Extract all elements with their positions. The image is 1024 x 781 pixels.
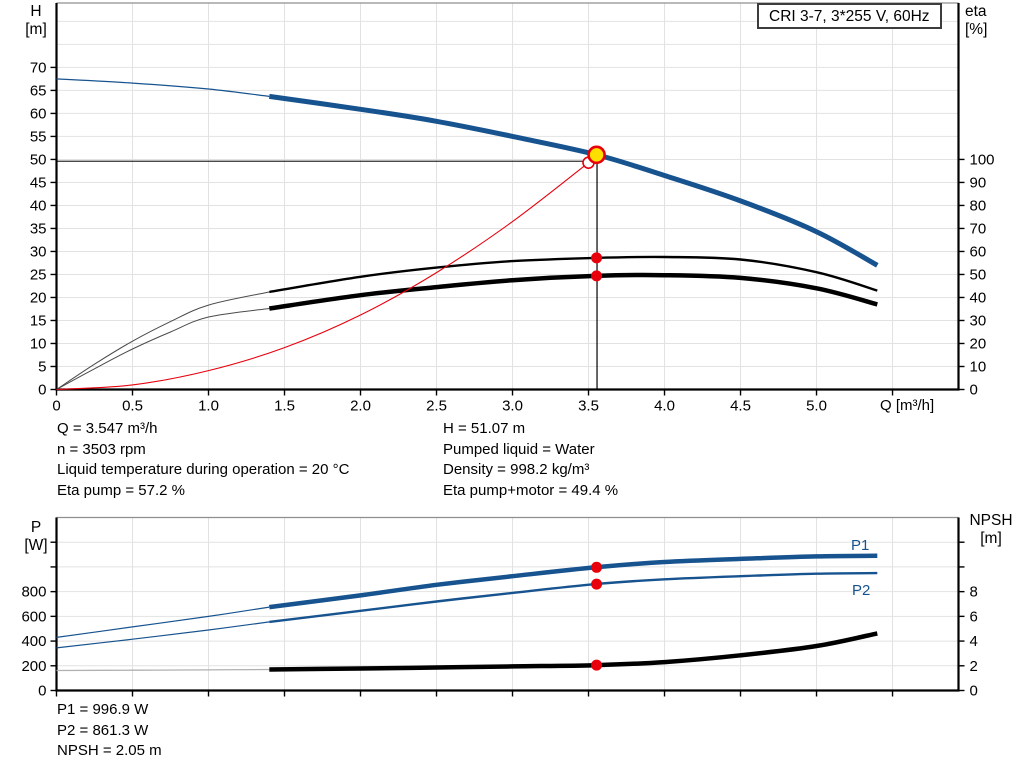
x-tick-label: 3.5: [578, 398, 599, 415]
info-line-npsh: NPSH = 2.05 m: [57, 742, 162, 760]
x-tick-label: 1.0: [198, 398, 219, 415]
p1-power-curve-lead: [56, 606, 270, 638]
right-tick-label: 30: [970, 312, 987, 329]
right-tick-label: 10: [970, 358, 987, 375]
left-tick-label: 40: [30, 197, 47, 214]
npsh-axis-title: NPSH [m]: [962, 512, 1020, 548]
duty-point[interactable]: [587, 145, 606, 165]
npsh-point: [591, 659, 603, 671]
info-line-density: Density = 998.2 kg/m³: [443, 461, 590, 479]
right-tick-label: 80: [970, 197, 987, 214]
h-axis-title-unit: [m]: [25, 21, 47, 38]
right-tick-label: 8: [970, 584, 978, 601]
left-tick-label: 35: [30, 220, 47, 237]
eta-axis-title: eta [%]: [965, 3, 987, 39]
npsh-axis-title-symbol: NPSH: [969, 512, 1013, 529]
left-tick-label: 0: [38, 683, 46, 700]
left-tick-label: 15: [30, 312, 47, 329]
left-tick-label: 70: [30, 59, 47, 76]
p-axis-title-unit: [W]: [24, 537, 48, 554]
x-tick-label: 4.5: [730, 398, 751, 415]
info-line-p1: P1 = 996.9 W: [57, 701, 149, 718]
right-tick-label: 50: [970, 266, 987, 283]
x-tick-label: 4.0: [654, 398, 675, 415]
duty-info-right: H = 51.07 m Pumped liquid = Water Densit…: [443, 419, 618, 502]
h-axis-title: H [m]: [16, 3, 56, 39]
power-info: P1 = 996.9 W P2 = 861.3 W NPSH = 2.05 m: [57, 700, 162, 762]
p1-point: [591, 561, 603, 573]
p2-point: [591, 578, 603, 590]
x-tick-label: 2.5: [426, 398, 447, 415]
info-line-eta-pump-motor: Eta pump+motor = 49.4 %: [443, 482, 619, 500]
left-tick-label: 65: [30, 82, 47, 99]
x-tick-label: 2.0: [350, 398, 371, 415]
right-tick-label: 70: [970, 220, 987, 237]
right-tick-label: 4: [970, 633, 978, 650]
duty-info-left: Q = 3.547 m³/h n = 3503 rpm Liquid tempe…: [57, 419, 349, 502]
right-tick-label: 90: [970, 174, 987, 191]
left-tick-label: 0: [38, 382, 46, 399]
eta-pump-motor-point: [591, 270, 603, 282]
eta-axis-title-symbol: eta: [965, 3, 987, 20]
info-line-pumped-liquid: Pumped liquid = Water: [443, 440, 595, 458]
x-tick-label: 1.5: [274, 398, 295, 415]
left-tick-label: 5: [38, 358, 46, 375]
x-tick-label: 3.0: [502, 398, 523, 415]
p2-power-curve-lead: [56, 621, 270, 649]
p1-series-label: P1: [851, 537, 870, 554]
right-tick-label: 0: [970, 683, 978, 700]
eta-pump-curve-lead: [56, 291, 270, 390]
npsh-axis-title-unit: [m]: [980, 530, 1002, 547]
left-tick-label: 60: [30, 105, 47, 122]
info-line-eta-pump: Eta pump = 57.2 %: [57, 482, 185, 500]
npsh-curve-lead: [56, 668, 270, 672]
left-tick-label: 200: [21, 658, 46, 675]
left-tick-label: 800: [21, 584, 46, 601]
p-axis-title: P [W]: [16, 519, 56, 555]
x-tick-label: 0: [52, 398, 60, 415]
p-axis-title-symbol: P: [30, 519, 42, 536]
pump-title-box: CRI 3-7, 3*255 V, 60Hz: [757, 3, 942, 29]
p2-series-label: P2: [852, 582, 871, 599]
eta-axis-title-unit: [%]: [965, 21, 988, 38]
info-line-q: Q = 3.547 m³/h: [57, 420, 158, 437]
left-tick-label: 25: [30, 266, 47, 283]
eta-pump-motor-curve-lead: [56, 308, 270, 390]
info-line-temperature: Liquid temperature during operation = 20…: [57, 461, 350, 479]
right-tick-label: 20: [970, 335, 987, 352]
system-curve-lead: [56, 162, 589, 391]
right-tick-label: 100: [970, 151, 995, 168]
right-tick-label: 6: [970, 608, 978, 625]
left-tick-label: 600: [21, 608, 46, 625]
eta-pump-point: [591, 252, 603, 264]
left-tick-label: 10: [30, 335, 47, 352]
left-tick-label: 45: [30, 174, 47, 191]
pump-head-curve-lead: [56, 78, 270, 97]
right-tick-label: 60: [970, 243, 987, 260]
info-line-p2: P2 = 861.3 W: [57, 721, 149, 739]
info-line-n: n = 3503 rpm: [57, 440, 146, 458]
h-axis-title-symbol: H: [30, 3, 42, 20]
x-tick-label: 0.5: [122, 398, 143, 415]
x-tick-label: 5.0: [806, 398, 827, 415]
info-line-h: H = 51.07 m: [443, 420, 526, 437]
left-tick-label: 400: [21, 633, 46, 650]
left-tick-label: 30: [30, 243, 47, 260]
right-tick-label: 0: [970, 382, 978, 399]
left-tick-label: 55: [30, 128, 47, 145]
right-tick-label: 2: [970, 658, 978, 675]
q-axis-title: Q [m³/h]: [880, 397, 935, 414]
pump-title: CRI 3-7, 3*255 V, 60Hz: [769, 8, 930, 25]
left-tick-label: 50: [30, 151, 47, 168]
right-tick-label: 40: [970, 289, 987, 306]
left-tick-label: 20: [30, 289, 47, 306]
